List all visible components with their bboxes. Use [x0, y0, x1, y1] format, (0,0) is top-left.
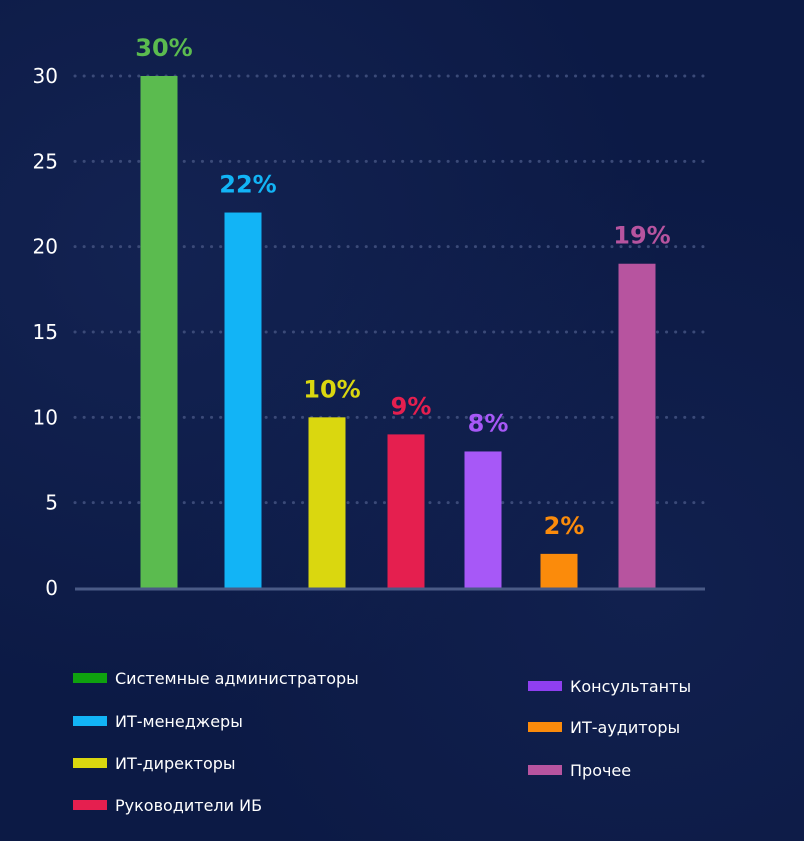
legend-item: ИТ-аудиторы — [528, 717, 680, 737]
legend-swatch — [73, 800, 107, 810]
legend-label: ИТ-аудиторы — [570, 717, 681, 737]
y-tick-label: 10 — [33, 405, 58, 429]
bar — [618, 263, 656, 588]
bar — [387, 434, 425, 588]
legend-item: Консультанты — [528, 676, 691, 696]
legend-swatch — [73, 716, 107, 726]
data-label: 10% — [303, 375, 360, 403]
y-tick-label: 15 — [33, 320, 58, 344]
bar — [464, 451, 502, 588]
data-label: 22% — [219, 171, 276, 199]
legend-item: ИТ-директоры — [73, 753, 236, 773]
bars — [140, 76, 656, 589]
bar — [540, 553, 578, 588]
legend-label: ИТ-директоры — [115, 753, 236, 773]
legend-item: Системные администраторы — [73, 668, 359, 688]
legend-swatch — [528, 722, 562, 732]
legend-label: Прочее — [570, 760, 632, 780]
legend-swatch — [73, 673, 107, 683]
data-labels: 30% 22% 10% 9% 8% 2% 19% — [135, 34, 670, 540]
legend-label: Руководители ИБ — [115, 795, 263, 815]
legend-item: Руководители ИБ — [73, 795, 262, 815]
data-label: 9% — [391, 392, 432, 420]
bar — [308, 417, 346, 588]
data-label: 19% — [613, 222, 670, 250]
y-tick-label: 25 — [33, 149, 58, 173]
data-label: 30% — [135, 34, 192, 62]
y-tick-label: 30 — [33, 64, 58, 88]
data-label: 8% — [468, 409, 509, 437]
legend-label: Системные администраторы — [115, 668, 359, 688]
y-tick-label: 0 — [45, 576, 58, 600]
bar — [224, 212, 262, 589]
legend-item: ИТ-менеджеры — [73, 711, 243, 731]
legend-label: ИТ-менеджеры — [115, 711, 243, 731]
y-axis-ticks: 0 5 10 15 20 25 30 — [33, 64, 58, 600]
legend-swatch — [528, 681, 562, 691]
legend-swatch — [73, 758, 107, 768]
bar — [140, 76, 178, 588]
y-tick-label: 20 — [33, 235, 58, 259]
legend-swatch — [528, 765, 562, 775]
data-label: 2% — [544, 512, 585, 540]
legend-item: Прочее — [528, 760, 631, 780]
y-tick-label: 5 — [45, 491, 58, 515]
legend-label: Консультанты — [570, 676, 692, 696]
